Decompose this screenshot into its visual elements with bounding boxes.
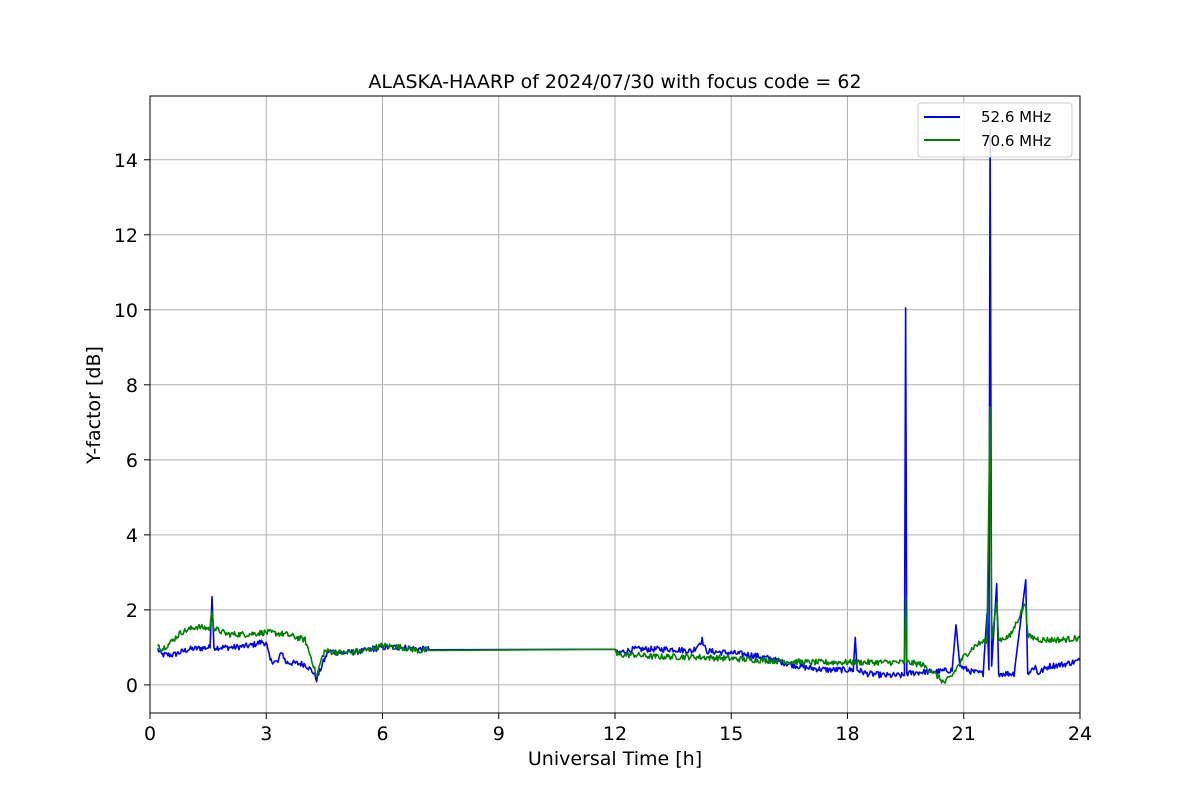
x-tick-label: 3: [260, 723, 272, 745]
x-tick-label: 6: [376, 723, 388, 745]
x-tick-label: 9: [493, 723, 505, 745]
x-tick-label: 24: [1068, 723, 1092, 745]
plot-area: [156, 128, 1080, 684]
series-line-70-6-mhz: [157, 406, 1080, 684]
y-tick-label: 0: [126, 675, 138, 697]
x-axis-ticks: 0 3 6 9 12 15 18 21 24: [144, 713, 1092, 745]
y-tick-label: 10: [114, 300, 138, 322]
grid: [149, 96, 1081, 713]
chart-title: ALASKA-HAARP of 2024/07/30 with focus co…: [368, 71, 861, 93]
y-tick-label: 6: [126, 450, 138, 472]
y-tick-label: 2: [126, 600, 138, 622]
x-tick-label: 15: [719, 723, 743, 745]
legend-label-70-6: 70.6 MHz: [981, 132, 1051, 150]
legend: 52.6 MHz 70.6 MHz: [917, 102, 1073, 158]
legend-label-52-6: 52.6 MHz: [981, 108, 1051, 126]
y-tick-label: 8: [126, 375, 138, 397]
x-axis-label: Universal Time [h]: [528, 748, 702, 770]
y-tick-label: 14: [114, 150, 138, 172]
x-tick-label: 12: [603, 723, 627, 745]
y-tick-label: 12: [114, 225, 138, 247]
y-axis-ticks: 0 2 4 6 8 10 12 14: [114, 150, 150, 697]
y-axis-label: Y-factor [dB]: [83, 346, 105, 465]
x-tick-label: 18: [835, 723, 859, 745]
x-tick-label: 21: [952, 723, 976, 745]
x-tick-label: 0: [144, 723, 156, 745]
series-line-52-6-mhz: [156, 128, 1080, 683]
y-tick-label: 4: [126, 525, 138, 547]
